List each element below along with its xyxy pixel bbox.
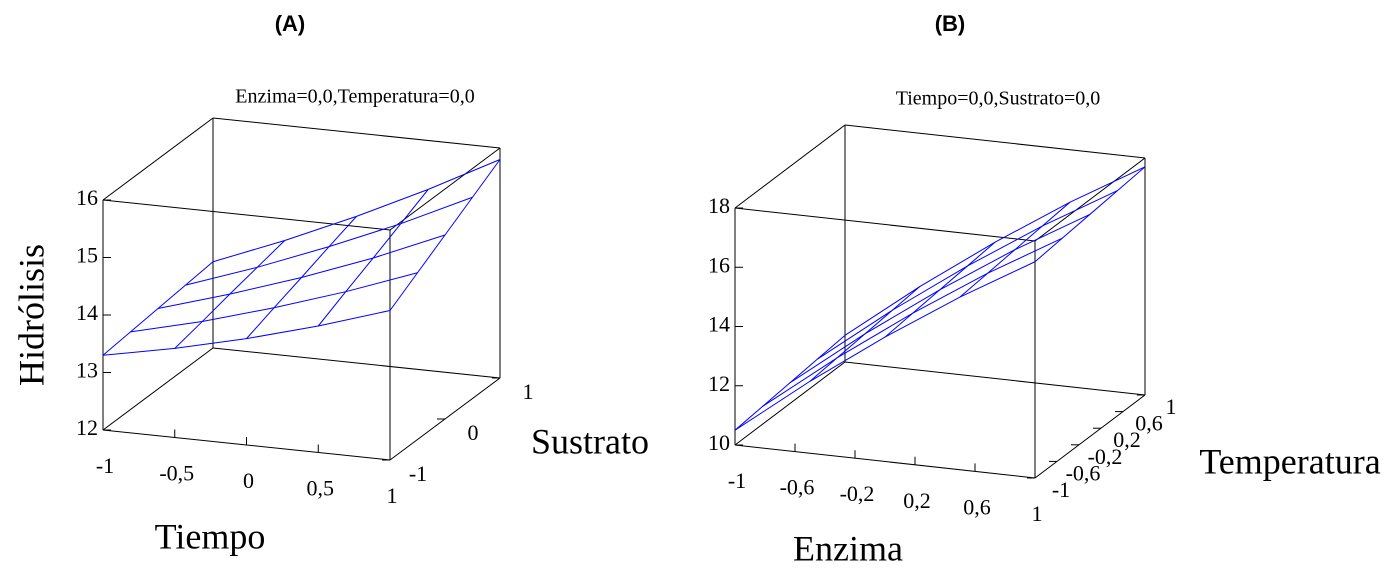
- box-edge: [734, 124, 846, 209]
- surface-row: [185, 196, 473, 286]
- x-tick-label: -0,6: [780, 475, 815, 500]
- z-tick-label: 10: [708, 430, 730, 455]
- y-tick-label: 0,6: [1135, 411, 1163, 436]
- subtitle: Enzima=0,0,Temperatura=0,0: [235, 86, 474, 108]
- surface-column: [102, 261, 214, 356]
- surface-column: [174, 240, 286, 349]
- z-tick-label: 15: [76, 243, 98, 268]
- x-axis-title: Enzima: [793, 528, 903, 568]
- y-tick-label: 1: [523, 379, 534, 404]
- panel-label: (B): [935, 11, 966, 36]
- x-tick-label: 0,5: [307, 476, 335, 501]
- box-edge: [1034, 157, 1146, 242]
- box-edge: [102, 347, 214, 431]
- surface-column: [734, 334, 846, 431]
- z-tick-label: 12: [708, 371, 730, 396]
- x-tick-label: 1: [1032, 501, 1043, 526]
- subtitle: Tiempo=0,0,Sustrato=0,0: [896, 88, 1101, 110]
- y-tick-label: 1: [1166, 394, 1177, 419]
- x-tick-label: 0: [243, 468, 254, 493]
- x-tick-label: 0,6: [963, 494, 991, 519]
- x-axis-title: Tiempo: [155, 516, 266, 556]
- x-tick-label: -1: [96, 453, 114, 478]
- box-edge: [1034, 394, 1146, 479]
- x-tick-label: -0,2: [840, 481, 875, 506]
- box-edge: [844, 124, 1146, 159]
- z-tick-label: 16: [76, 185, 98, 210]
- box-edge: [734, 207, 1036, 242]
- x-tick-label: -1: [728, 468, 746, 493]
- y-tick-label: -1: [1052, 477, 1070, 502]
- box-edge: [212, 117, 501, 149]
- z-tick-label: 13: [76, 358, 98, 383]
- surface-column: [1034, 166, 1146, 263]
- surface-column: [389, 159, 501, 311]
- surface-row: [130, 272, 418, 333]
- y-tick-label: -0,2: [1088, 444, 1123, 469]
- y-axis-title: Sustrato: [531, 421, 649, 461]
- z-tick-label: 14: [76, 300, 98, 325]
- y-axis-title: Temperatura: [1199, 441, 1380, 481]
- z-tick-label: 14: [708, 312, 730, 337]
- surface-row: [212, 159, 501, 263]
- panel-label: (A): [275, 11, 306, 36]
- surface-row: [734, 261, 1036, 431]
- y-tick-label: -1: [409, 461, 427, 486]
- z-tick-label: 16: [708, 252, 730, 277]
- z-axis-title: Hidrólisis: [11, 244, 51, 386]
- box-edge: [212, 347, 501, 379]
- box-edge: [734, 444, 1036, 479]
- z-tick-label: 18: [708, 193, 730, 218]
- z-tick-label: 12: [76, 415, 98, 440]
- x-tick-label: -0,5: [159, 461, 194, 486]
- y-tick-label: 0,2: [1113, 427, 1141, 452]
- box-edge: [102, 199, 391, 231]
- y-tick-label: 0: [468, 420, 479, 445]
- x-tick-label: 1: [387, 483, 398, 508]
- surface-column: [317, 189, 429, 327]
- box-edge: [389, 147, 501, 231]
- surface-row: [102, 310, 391, 356]
- box-edge: [102, 117, 214, 201]
- box-edge: [844, 361, 1146, 396]
- surface-column: [809, 286, 921, 382]
- surface-column: [959, 201, 1071, 298]
- surface-column: [884, 241, 996, 338]
- surface-column: [246, 216, 357, 339]
- y-tick-label: -0,6: [1066, 460, 1101, 485]
- box-edge: [734, 361, 846, 446]
- x-tick-label: 0,2: [903, 488, 931, 513]
